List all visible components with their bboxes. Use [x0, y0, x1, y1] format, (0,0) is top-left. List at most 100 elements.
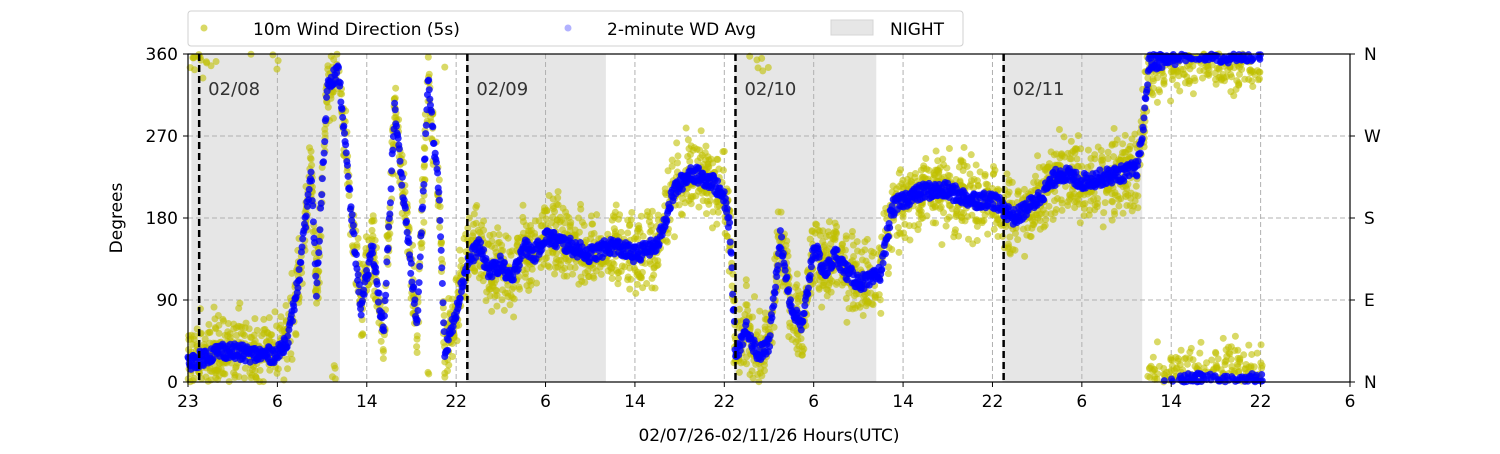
wind-5s-point — [1032, 173, 1039, 180]
wind-5s-point — [854, 238, 861, 245]
wind-5s-point — [632, 290, 639, 297]
wind-5s-point — [920, 162, 927, 169]
wind-5s-point — [486, 232, 493, 239]
wd-avg-point — [880, 260, 887, 267]
wind-5s-point — [540, 261, 547, 268]
wd-avg-point — [385, 245, 392, 252]
wind-5s-point — [1109, 141, 1116, 148]
wind-5s-point — [1122, 149, 1129, 156]
wd-avg-point — [798, 326, 805, 333]
wind-5s-point — [703, 210, 710, 217]
wd-avg-point — [308, 169, 315, 176]
wind-5s-point — [437, 203, 444, 210]
wind-5s-point — [211, 304, 218, 311]
wd-avg-point — [303, 213, 310, 220]
wd-avg-point — [418, 229, 425, 236]
wd-avg-point — [772, 284, 779, 291]
wind-5s-point — [520, 218, 527, 225]
wind-5s-point — [561, 265, 568, 272]
wind-5s-point — [1176, 88, 1183, 95]
wind-5s-point — [475, 227, 482, 234]
wd-avg-point — [739, 341, 746, 348]
wind-5s-point — [293, 331, 300, 338]
wind-5s-point — [552, 222, 559, 229]
wind-5s-point — [906, 237, 913, 244]
wind-5s-point — [271, 308, 278, 315]
wd-avg-point — [310, 218, 317, 225]
wind-5s-point — [1154, 99, 1161, 106]
wd-avg-point — [420, 188, 427, 195]
wind-5s-point — [332, 365, 339, 372]
wind-5s-point — [346, 192, 353, 199]
wind-5s-point — [1245, 364, 1252, 371]
wind-5s-point — [704, 198, 711, 205]
wind-5s-point — [441, 312, 448, 319]
wind-5s-point — [414, 336, 421, 343]
wind-5s-point — [577, 201, 584, 208]
wd-avg-point — [778, 234, 785, 241]
wind-5s-point — [322, 130, 329, 137]
wd-avg-point — [773, 273, 780, 280]
wind-5s-point — [392, 85, 399, 92]
wind-5s-point — [964, 213, 971, 220]
wind-5s-point — [1184, 361, 1191, 368]
wind-5s-point — [385, 231, 392, 238]
wind-5s-point — [205, 321, 212, 328]
wd-avg-point — [416, 263, 423, 270]
wind-5s-point — [1236, 358, 1243, 365]
wind-5s-point — [817, 232, 824, 239]
wind-5s-point — [1098, 157, 1105, 164]
wind-5s-point — [576, 229, 583, 236]
wd-avg-point — [316, 238, 323, 245]
wind-5s-point — [1064, 198, 1071, 205]
wind-5s-point — [775, 208, 782, 215]
wind-5s-point — [676, 201, 683, 208]
wind-5s-point — [795, 350, 802, 357]
wind-5s-point — [825, 228, 832, 235]
wind-5s-point — [584, 268, 591, 275]
wind-5s-point — [480, 217, 487, 224]
wd-avg-point — [780, 250, 787, 257]
wd-avg-point — [387, 199, 394, 206]
wind-5s-point — [1122, 132, 1129, 139]
wind-5s-point — [991, 167, 998, 174]
wind-5s-point — [864, 261, 871, 268]
wind-5s-point — [816, 277, 823, 284]
wind-5s-point — [306, 144, 313, 151]
wind-5s-point — [823, 286, 830, 293]
wind-5s-point — [695, 204, 702, 211]
wind-5s-point — [1188, 345, 1195, 352]
wd-avg-point — [726, 219, 733, 226]
wind-5s-point — [243, 320, 250, 327]
wind-5s-point — [613, 201, 620, 208]
wind-5s-point — [555, 188, 562, 195]
wind-5s-point — [1092, 201, 1099, 208]
wd-avg-point — [422, 155, 429, 162]
wind-5s-point — [824, 292, 831, 299]
wd-avg-point — [344, 162, 351, 169]
wind-5s-point — [984, 181, 991, 188]
wind-5s-point — [1037, 217, 1044, 224]
wd-avg-point — [353, 265, 360, 272]
wind-5s-point — [1133, 183, 1140, 190]
wd-avg-point — [313, 293, 320, 300]
wd-avg-point — [785, 286, 792, 293]
wind-5s-point — [1004, 191, 1011, 198]
wind-5s-point — [634, 281, 641, 288]
wd-avg-point — [414, 307, 421, 314]
wind-5s-point — [1182, 355, 1189, 362]
wind-5s-point — [380, 346, 387, 353]
wind-5s-point — [1095, 143, 1102, 150]
wd-avg-point — [348, 203, 355, 210]
wd-avg-point — [801, 310, 808, 317]
wind-5s-point — [273, 66, 280, 73]
wind-5s-point — [709, 224, 716, 231]
wind-5s-point — [1169, 76, 1176, 83]
wind-5s-point — [628, 209, 635, 216]
wind-5s-point — [1212, 349, 1219, 356]
wind-5s-point — [771, 324, 778, 331]
wd-avg-point — [426, 96, 433, 103]
wind-5s-point — [702, 149, 709, 156]
wind-5s-point — [900, 214, 907, 221]
wd-avg-point — [438, 247, 445, 254]
